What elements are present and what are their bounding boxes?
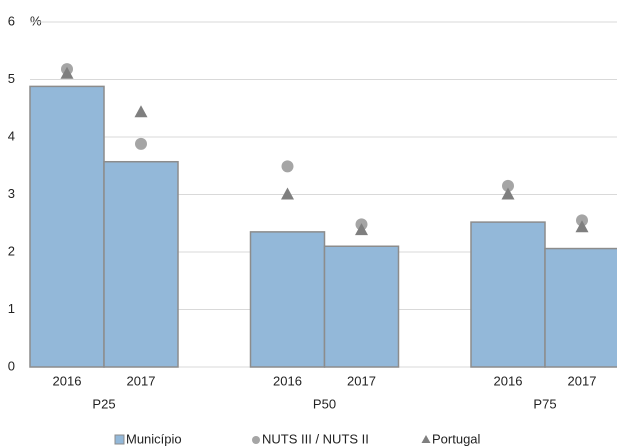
bar xyxy=(323,245,400,368)
x-tick-label: 2016 xyxy=(273,373,302,388)
group-label: P50 xyxy=(313,396,336,411)
x-tick-label: 2016 xyxy=(53,373,82,388)
legend-swatch xyxy=(114,434,125,445)
legend-label: Município xyxy=(126,431,182,446)
y-tick-label: 2 xyxy=(8,243,15,258)
bar xyxy=(544,247,617,368)
point xyxy=(281,160,294,173)
x-tick-label: 2016 xyxy=(494,373,523,388)
point xyxy=(135,137,147,150)
x-tick-label: 2017 xyxy=(347,373,376,388)
point xyxy=(501,187,515,200)
y-tick-label: 6 xyxy=(8,13,15,28)
y-tick-label: 4 xyxy=(8,128,15,143)
point xyxy=(355,223,368,236)
x-tick-label: 2017 xyxy=(568,373,597,388)
point xyxy=(134,105,148,118)
point xyxy=(502,179,514,192)
point xyxy=(575,220,589,233)
y-tick-label: 1 xyxy=(8,301,15,316)
y-tick-label: 3 xyxy=(8,186,15,201)
x-tick-label: 2017 xyxy=(127,373,156,388)
group-label: P75 xyxy=(533,396,556,411)
y-tick-label: 5 xyxy=(8,71,15,86)
legend-swatch xyxy=(421,435,431,443)
bar xyxy=(470,221,546,368)
point xyxy=(60,66,74,79)
legend-label: NUTS III / NUTS II xyxy=(262,431,369,446)
bar xyxy=(29,85,105,368)
y-axis-label: % xyxy=(30,13,42,28)
bar xyxy=(249,231,326,368)
bar xyxy=(103,160,179,368)
legend-swatch xyxy=(252,436,260,444)
point xyxy=(281,187,294,200)
y-tick-label: 0 xyxy=(8,358,15,373)
group-label: P25 xyxy=(92,396,115,411)
legend-label: Portugal xyxy=(432,431,481,446)
